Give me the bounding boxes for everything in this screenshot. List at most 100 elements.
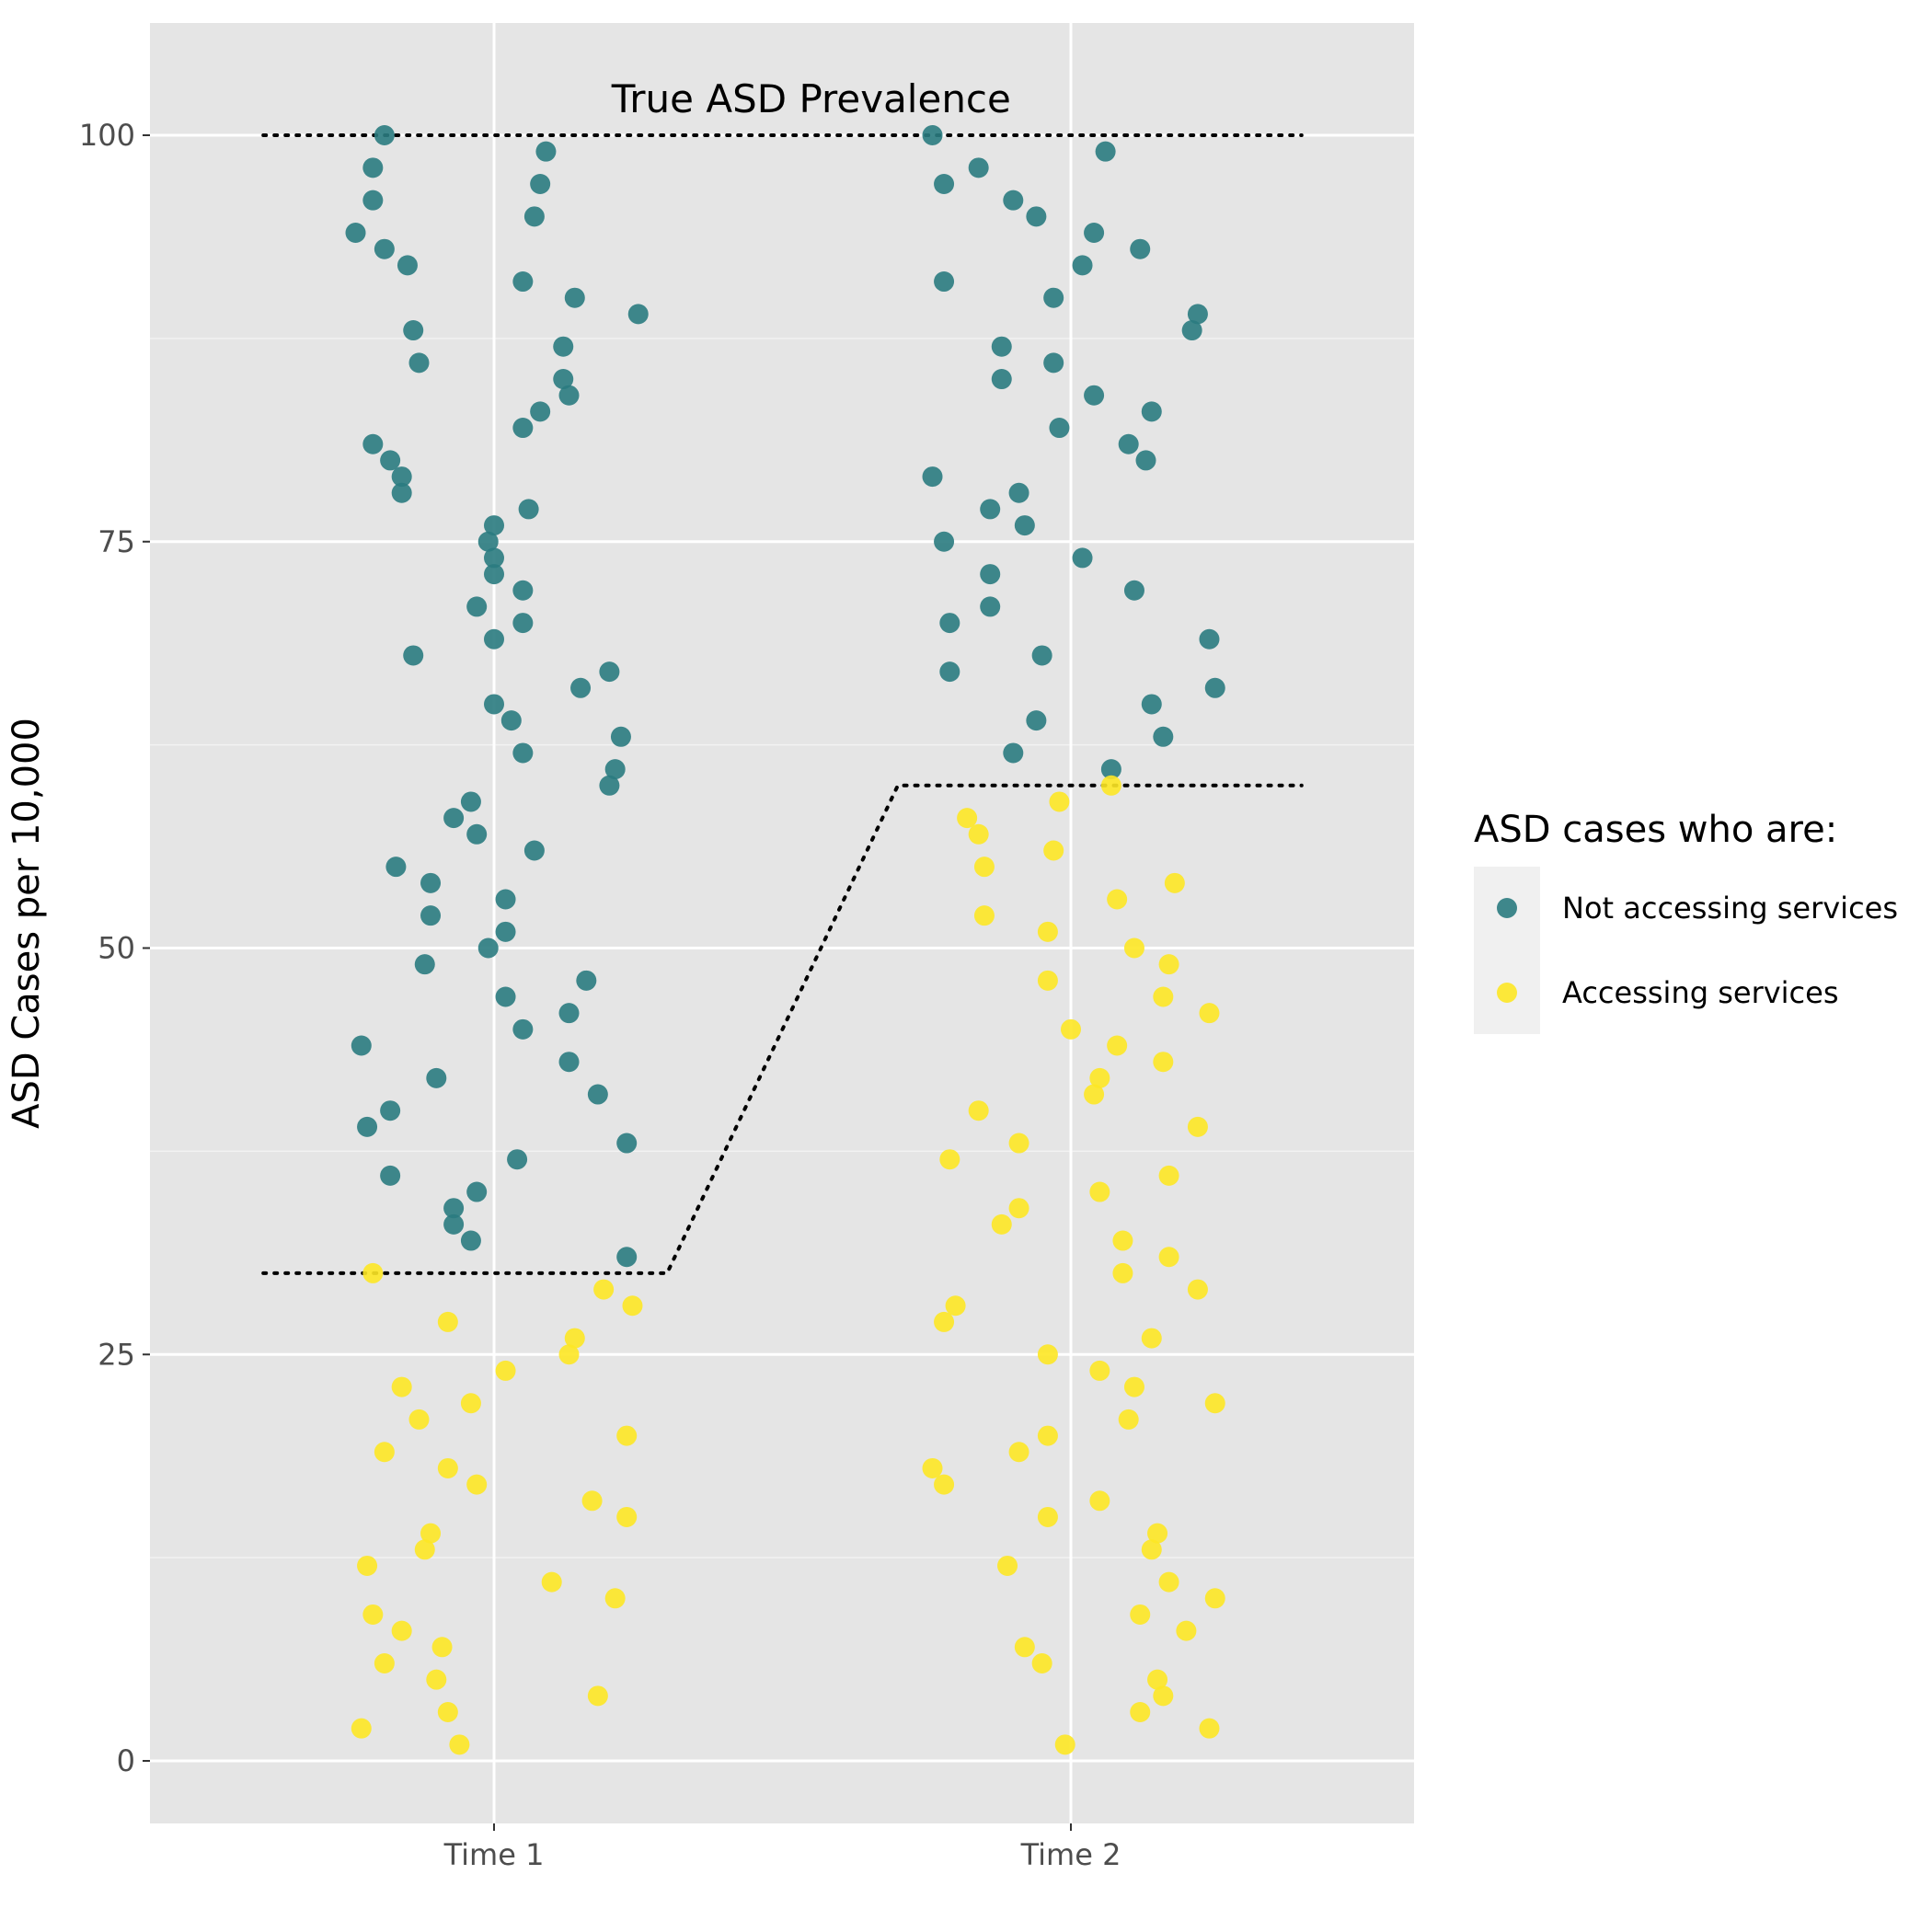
legend-label: Not accessing services bbox=[1562, 891, 1898, 926]
accessing-services-point bbox=[1118, 1409, 1139, 1430]
not-accessing-services-point bbox=[385, 857, 407, 878]
not-accessing-services-point bbox=[564, 287, 585, 308]
accessing-services-point bbox=[362, 1262, 384, 1283]
accessing-services-point bbox=[957, 808, 978, 829]
not-accessing-services-point bbox=[599, 775, 620, 796]
accessing-services-point bbox=[922, 1457, 943, 1478]
data-points bbox=[345, 125, 1225, 1755]
accessing-services-point bbox=[414, 1539, 435, 1560]
not-accessing-services-point bbox=[460, 791, 481, 812]
y-tick-label: 0 bbox=[117, 1743, 135, 1778]
accessing-services-point bbox=[581, 1490, 603, 1512]
y-axis: 0 25 50 75 100 bbox=[79, 118, 150, 1778]
accessing-services-point bbox=[1187, 1116, 1208, 1137]
accessing-services-point bbox=[460, 1393, 481, 1414]
not-accessing-services-point bbox=[939, 661, 960, 683]
not-accessing-services-point bbox=[1072, 255, 1093, 276]
not-accessing-services-point bbox=[1199, 628, 1220, 650]
not-accessing-services-point bbox=[484, 628, 504, 650]
not-accessing-services-point bbox=[512, 613, 534, 634]
accessing-services-point bbox=[1031, 1652, 1052, 1673]
not-accessing-services-point bbox=[466, 596, 488, 617]
not-accessing-services-point bbox=[362, 157, 384, 178]
not-accessing-services-point bbox=[553, 369, 574, 390]
not-accessing-services-point bbox=[616, 1247, 638, 1268]
not-accessing-services-point bbox=[1118, 433, 1139, 454]
not-accessing-services-point bbox=[1135, 450, 1156, 471]
accessing-services-point bbox=[420, 1523, 442, 1544]
accessing-services-point bbox=[449, 1734, 470, 1755]
not-accessing-services-point bbox=[934, 271, 955, 293]
not-accessing-services-point bbox=[512, 580, 534, 601]
legend: ASD cases who are: Not accessing service… bbox=[1474, 809, 1898, 1034]
true-asd-prevalence-label: True ASD Prevalence bbox=[611, 76, 1011, 121]
not-accessing-services-point bbox=[570, 677, 592, 698]
accessing-services-point bbox=[1089, 1181, 1110, 1202]
not-accessing-services-point bbox=[1031, 645, 1052, 666]
x-axis: Time 1 Time 2 bbox=[443, 1823, 1121, 1872]
not-accessing-services-point bbox=[1049, 418, 1070, 439]
accessing-services-point bbox=[1141, 1328, 1162, 1349]
legend-key-background bbox=[1474, 867, 1540, 1034]
plot-panel bbox=[150, 23, 1414, 1823]
accessing-services-point bbox=[1112, 1262, 1133, 1283]
not-accessing-services-point bbox=[397, 255, 418, 276]
accessing-services-point bbox=[357, 1555, 378, 1576]
not-accessing-services-point bbox=[408, 352, 430, 374]
accessing-services-point bbox=[558, 1344, 580, 1365]
not-accessing-services-point bbox=[518, 499, 539, 520]
accessing-services-point bbox=[1037, 1425, 1058, 1446]
not-accessing-services-point bbox=[1141, 694, 1162, 715]
accessing-services-point bbox=[391, 1376, 412, 1397]
not-accessing-services-point bbox=[484, 547, 504, 569]
accessing-services-point bbox=[431, 1637, 453, 1658]
not-accessing-services-point bbox=[345, 223, 366, 244]
not-accessing-services-point bbox=[1026, 206, 1047, 227]
not-accessing-services-point bbox=[627, 304, 649, 325]
accessing-services-point bbox=[934, 1311, 955, 1332]
not-accessing-services-point bbox=[1100, 759, 1121, 780]
not-accessing-services-point bbox=[558, 385, 580, 406]
not-accessing-services-point bbox=[380, 450, 401, 471]
not-accessing-services-point bbox=[374, 238, 395, 259]
not-accessing-services-point bbox=[1003, 742, 1024, 764]
accessing-services-point bbox=[374, 1652, 395, 1673]
accessing-services-point bbox=[1153, 1685, 1174, 1707]
not-accessing-services-point bbox=[530, 401, 551, 422]
accessing-services-point bbox=[1089, 1490, 1110, 1512]
accessing-services-point bbox=[968, 1100, 989, 1121]
not-accessing-services-point bbox=[443, 1213, 465, 1235]
accessing-services-point bbox=[426, 1669, 447, 1690]
not-accessing-services-point bbox=[1153, 726, 1174, 747]
not-accessing-services-point bbox=[616, 1133, 638, 1154]
x-tick-label: Time 2 bbox=[1020, 1837, 1121, 1872]
not-accessing-services-point bbox=[523, 840, 545, 861]
accessing-services-point bbox=[616, 1425, 638, 1446]
accessing-services-point bbox=[408, 1409, 430, 1430]
not-accessing-services-point bbox=[1084, 385, 1105, 406]
accessing-services-point bbox=[1123, 937, 1144, 959]
y-tick-label: 25 bbox=[98, 1337, 135, 1372]
accessing-services-point bbox=[1014, 1637, 1035, 1658]
accessing-services-point bbox=[1164, 872, 1185, 893]
accessing-services-point bbox=[1158, 954, 1179, 975]
accessing-services-point bbox=[1199, 1003, 1220, 1024]
accessing-services-point bbox=[945, 1295, 966, 1317]
not-accessing-services-point bbox=[980, 596, 1001, 617]
accessing-services-line bbox=[261, 783, 1304, 1275]
accessing-services-point bbox=[1147, 1523, 1168, 1544]
not-accessing-services-point bbox=[991, 369, 1012, 390]
accessing-services-point bbox=[437, 1311, 458, 1332]
accessing-services-point bbox=[968, 823, 989, 845]
x-tick-label: Time 1 bbox=[443, 1837, 545, 1872]
not-accessing-services-point bbox=[420, 872, 442, 893]
accessing-services-point bbox=[1147, 1669, 1168, 1690]
not-accessing-services-point bbox=[466, 1181, 488, 1202]
not-accessing-services-point bbox=[934, 531, 955, 552]
accessing-services-point bbox=[1084, 1084, 1105, 1105]
accessing-services-point bbox=[1112, 1230, 1133, 1251]
accessing-services-point bbox=[1158, 1247, 1179, 1268]
not-accessing-services-point bbox=[495, 921, 516, 942]
accessing-services-point bbox=[351, 1718, 372, 1739]
not-accessing-services-point bbox=[512, 1018, 534, 1040]
